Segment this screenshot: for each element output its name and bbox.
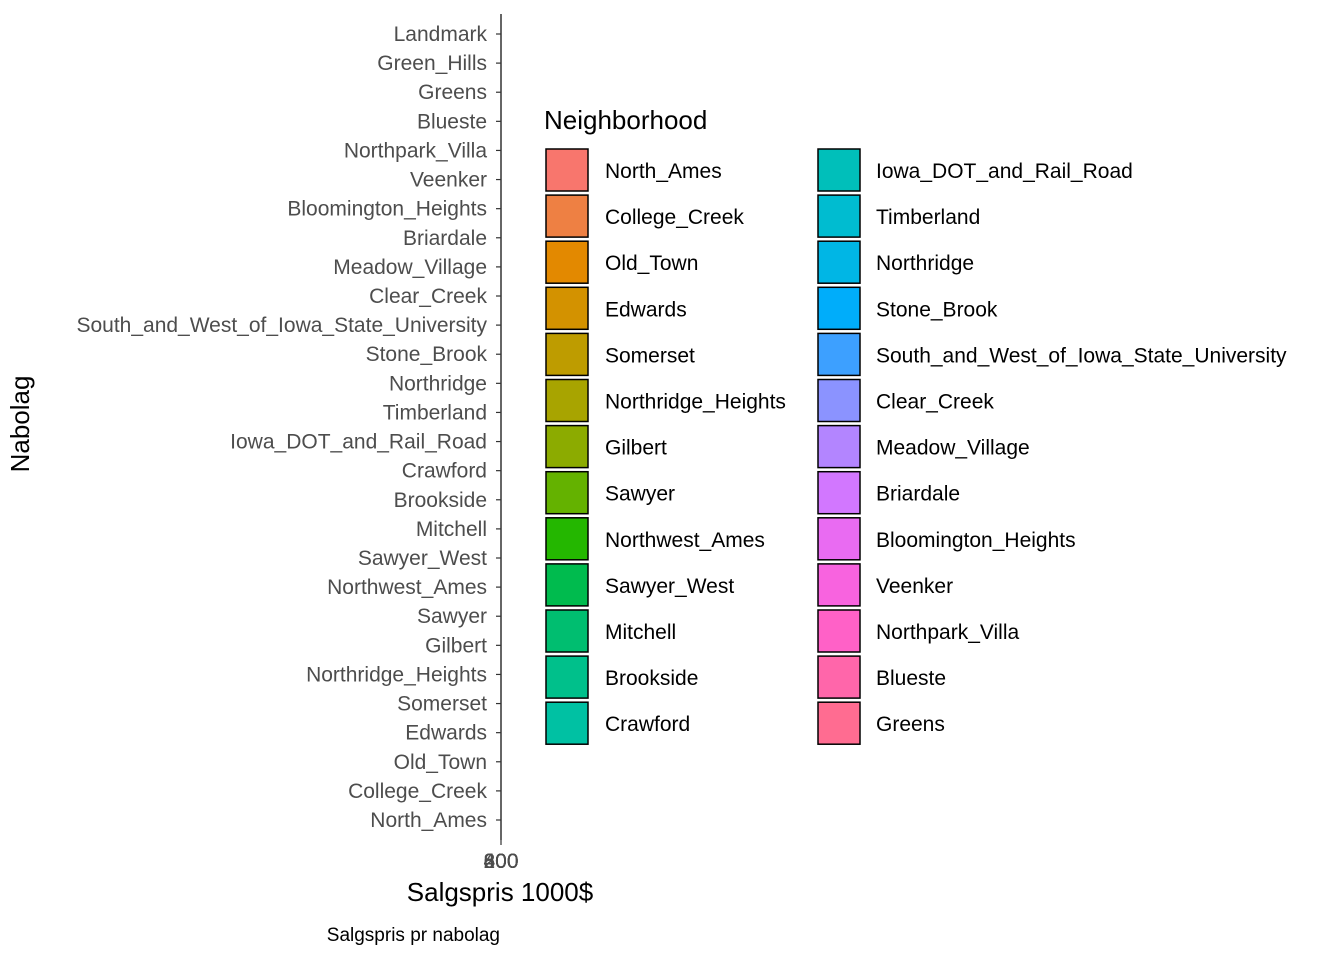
legend-label: Blueste	[876, 667, 946, 690]
x-tick-label: 800	[483, 850, 518, 873]
legend-label: Sawyer_West	[605, 575, 734, 598]
y-tick-label: Veenker	[410, 169, 487, 192]
legend-key	[817, 194, 861, 238]
legend-key	[817, 655, 861, 699]
legend-key	[817, 609, 861, 653]
y-tick-label: Northwest_Ames	[327, 576, 487, 599]
legend-label: Briardale	[876, 483, 960, 506]
x-tick-label: 0	[495, 850, 507, 873]
x-tick-label: 200	[483, 850, 518, 873]
y-tick-label: Somerset	[397, 693, 487, 716]
legend-key	[545, 655, 589, 699]
legend-key	[817, 563, 861, 607]
legend-title: Neighborhood	[544, 105, 707, 135]
legend-label: Iowa_DOT_and_Rail_Road	[876, 160, 1133, 183]
y-tick-label: Northridge	[389, 372, 487, 395]
legend-key	[817, 701, 861, 745]
x-tick-label: 600	[483, 850, 518, 873]
y-tick-label: Stone_Brook	[366, 343, 488, 366]
legend-key	[545, 424, 589, 469]
y-tick-label: Greens	[418, 81, 487, 104]
legend-key	[545, 240, 589, 284]
legend-label: Brookside	[605, 667, 698, 690]
y-axis: North_Ames College_Creek Old_Town Edwards So…	[76, 14, 502, 840]
y-tick-label: Bloomington_Heights	[287, 198, 487, 221]
legend-label: Edwards	[605, 298, 687, 321]
legend-key	[545, 563, 589, 607]
legend-label: Northridge	[876, 252, 974, 275]
y-tick-label: Green_Hills	[377, 52, 487, 75]
legend-key	[817, 286, 861, 331]
legend-label: South_and_West_of_Iowa_State_University	[876, 344, 1287, 367]
x-axis-title: Salgspris 1000$	[407, 877, 594, 907]
legend-key	[545, 701, 589, 745]
y-tick-label: Timberland	[383, 401, 487, 424]
y-tick-label: Sawyer_West	[358, 547, 487, 570]
y-tick-label: Landmark	[394, 23, 488, 46]
legend-key	[817, 470, 861, 515]
legend-key	[545, 378, 589, 423]
legend-label: Bloomington_Heights	[876, 529, 1076, 552]
y-tick-label: Northpark_Villa	[344, 139, 488, 162]
legend-key	[817, 332, 861, 377]
y-tick-label: Northridge_Heights	[306, 663, 487, 686]
legend-label: Greens	[876, 713, 945, 736]
legend-label: Crawford	[605, 713, 690, 736]
y-tick-label: Sawyer	[417, 605, 487, 628]
y-tick-label: Meadow_Village	[333, 256, 487, 279]
legend-label: Northwest_Ames	[605, 529, 765, 552]
legend-label: North_Ames	[605, 160, 722, 183]
y-tick-label: Blueste	[417, 110, 487, 133]
y-tick-label: Brookside	[394, 489, 487, 512]
legend-key	[817, 424, 861, 469]
legend-label: Clear_Creek	[876, 391, 994, 414]
y-tick-label: Iowa_DOT_and_Rail_Road	[230, 431, 487, 454]
legend-label: Gilbert	[605, 437, 667, 460]
y-tick-label: South_and_West_of_Iowa_State_University	[76, 314, 487, 337]
legend-key	[817, 240, 861, 284]
y-tick-label: Crawford	[402, 460, 487, 483]
y-tick-label: Clear_Creek	[369, 285, 487, 308]
legend-label: Sawyer	[605, 483, 675, 506]
y-tick-label: Old_Town	[394, 751, 487, 774]
legend-label: Old_Town	[605, 252, 698, 275]
legend-label: Veenker	[876, 575, 953, 598]
legend-label: Northpark_Villa	[876, 621, 1020, 644]
legend-label: College_Creek	[605, 206, 744, 229]
y-tick-label: Gilbert	[425, 634, 487, 657]
legend-key	[545, 470, 589, 515]
y-tick-label: North_Ames	[370, 809, 487, 832]
legend-key	[545, 286, 589, 331]
legend-key	[545, 609, 589, 653]
y-tick-label: Briardale	[403, 227, 487, 250]
legend-label: Timberland	[876, 206, 980, 229]
legend-key	[545, 194, 589, 238]
y-tick-label: Edwards	[405, 722, 487, 745]
legend-key	[817, 517, 861, 561]
legend-label: Mitchell	[605, 621, 676, 644]
legend-key	[817, 148, 861, 192]
legend-label: Stone_Brook	[876, 298, 998, 321]
legend-label: Northridge_Heights	[605, 391, 786, 414]
legend-label: Meadow_Village	[876, 437, 1030, 460]
plot-caption: Salgspris pr nabolag	[327, 925, 500, 946]
y-tick-label: Mitchell	[416, 518, 487, 541]
legend-key	[545, 517, 589, 561]
legend-key	[817, 378, 861, 423]
y-axis-title: Nabolag	[5, 376, 35, 473]
legend-label: Somerset	[605, 344, 695, 367]
legend: Neighborhood North_Ames College_Creek Old_…	[544, 105, 1287, 745]
y-tick-label: College_Creek	[348, 780, 487, 803]
x-tick-label: 400	[483, 850, 518, 873]
legend-key	[545, 148, 589, 192]
legend-key	[545, 332, 589, 377]
